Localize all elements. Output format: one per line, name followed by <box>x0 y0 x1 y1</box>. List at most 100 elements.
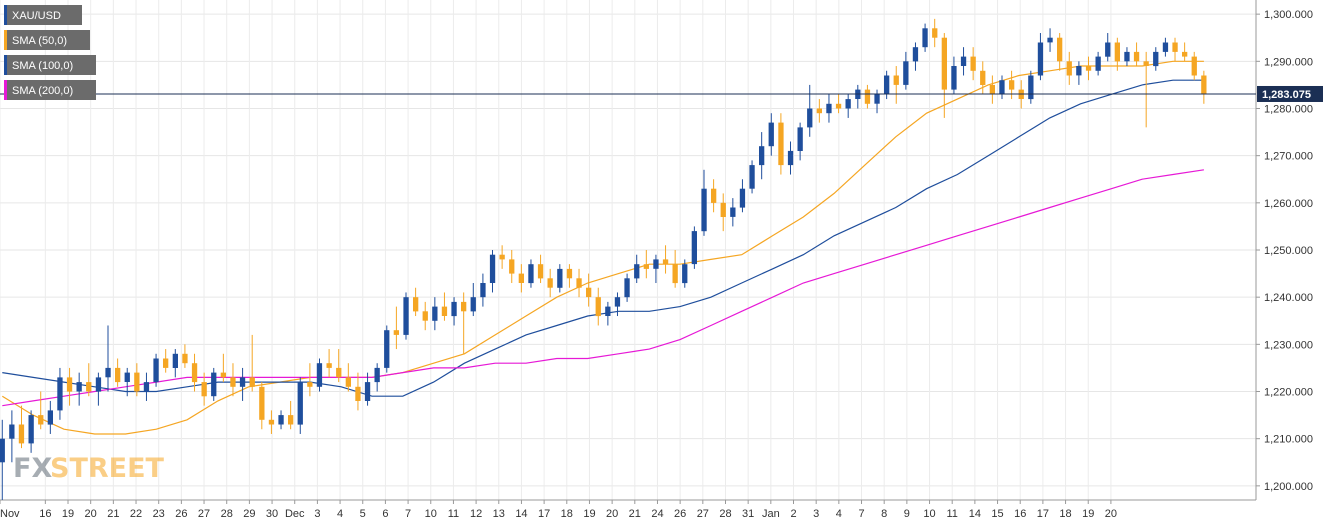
last-price-label: 1,283.075 <box>1262 89 1311 101</box>
x-tick-label: 16 <box>39 508 51 520</box>
x-tick-label: 10 <box>425 508 437 520</box>
candle <box>499 245 505 269</box>
candle-body <box>999 80 1005 95</box>
legend-box <box>4 5 82 25</box>
candle <box>922 23 928 52</box>
candle-body <box>922 28 928 48</box>
candles <box>0 18 1207 500</box>
candle-body <box>537 264 544 279</box>
x-tick-label: 17 <box>538 508 550 520</box>
x-tick-label: 19 <box>62 508 74 520</box>
candle-body <box>807 108 813 128</box>
candle-body <box>115 367 121 383</box>
x-tick-label: 10 <box>923 508 935 520</box>
candle <box>662 245 669 274</box>
candle <box>403 292 409 340</box>
candle-body <box>730 207 736 217</box>
x-tick-label: 17 <box>1037 508 1049 520</box>
candle <box>691 226 697 269</box>
legend-box <box>4 55 96 75</box>
y-tick-label: 1,260.000 <box>1264 198 1313 210</box>
last-price-tag <box>1257 85 1323 102</box>
candle-body <box>28 415 34 444</box>
candle <box>364 372 371 406</box>
candle-body <box>1114 42 1120 62</box>
x-tick-label: 14 <box>969 508 981 520</box>
candle <box>1133 42 1140 67</box>
y-tick-label: 1,290.000 <box>1264 56 1313 68</box>
legend-box <box>4 30 90 50</box>
y-tick-label: 1,270.000 <box>1264 151 1313 163</box>
candle-body <box>797 127 803 151</box>
candle-body <box>845 99 851 109</box>
candle-body <box>1133 51 1140 62</box>
candle <box>787 141 794 175</box>
candle-body <box>422 311 428 321</box>
candle-body <box>182 353 188 364</box>
candle-body <box>201 382 207 397</box>
candle <box>297 377 303 434</box>
candle <box>711 179 717 213</box>
candle <box>115 358 121 387</box>
candle <box>18 405 25 449</box>
candle-body <box>701 188 707 232</box>
x-tick-label: 18 <box>1059 508 1071 520</box>
candle <box>1162 37 1169 57</box>
candle-body <box>634 264 640 279</box>
candle <box>336 349 342 383</box>
candle <box>480 273 486 307</box>
x-tick-label: 18 <box>561 508 573 520</box>
candle-body <box>393 330 399 335</box>
candle-body <box>884 75 890 95</box>
candle <box>489 250 496 293</box>
candle-body <box>566 268 573 279</box>
candle-body <box>672 264 678 284</box>
candle-body <box>259 386 265 420</box>
candle-body <box>278 415 284 425</box>
candle <box>989 75 995 104</box>
candle-body <box>759 146 765 166</box>
candle <box>95 372 102 406</box>
x-tick-label: 5 <box>360 508 366 520</box>
legend-item: SMA (100,0) <box>4 55 96 75</box>
legend-swatch <box>4 30 7 50</box>
candle <box>835 94 842 114</box>
candle-body <box>509 259 515 274</box>
candle <box>316 358 323 392</box>
candle-body <box>1066 61 1072 76</box>
candle-body <box>711 188 717 203</box>
candle-body <box>653 259 659 269</box>
candle-body <box>489 254 496 283</box>
candle-body <box>76 382 82 392</box>
x-tick-label: 22 <box>130 508 142 520</box>
candle <box>518 264 524 293</box>
x-tick-label: 2 <box>790 508 796 520</box>
candle-body <box>586 287 592 298</box>
x-tick-label: 30 <box>266 508 278 520</box>
candle <box>1201 70 1207 104</box>
candle <box>826 94 832 123</box>
candle-body <box>1124 51 1130 62</box>
candle-body <box>768 122 774 147</box>
candle-body <box>1143 61 1149 66</box>
candle-body <box>1085 66 1092 71</box>
candle-body <box>1037 42 1044 76</box>
candle-body <box>1028 75 1034 100</box>
candle-body <box>38 415 44 425</box>
candle-body <box>191 363 198 383</box>
candle <box>201 372 207 406</box>
x-tick-label: 31 <box>742 508 754 520</box>
candle <box>595 287 601 326</box>
candle-body <box>960 56 967 66</box>
candle <box>393 306 399 350</box>
candle <box>461 292 467 354</box>
candle-body <box>105 367 111 378</box>
candle-body <box>336 367 342 378</box>
candle <box>1143 51 1149 128</box>
candle-body <box>268 419 275 425</box>
candle-body <box>57 377 63 411</box>
candle-body <box>1076 66 1082 76</box>
candle-body <box>374 367 380 383</box>
